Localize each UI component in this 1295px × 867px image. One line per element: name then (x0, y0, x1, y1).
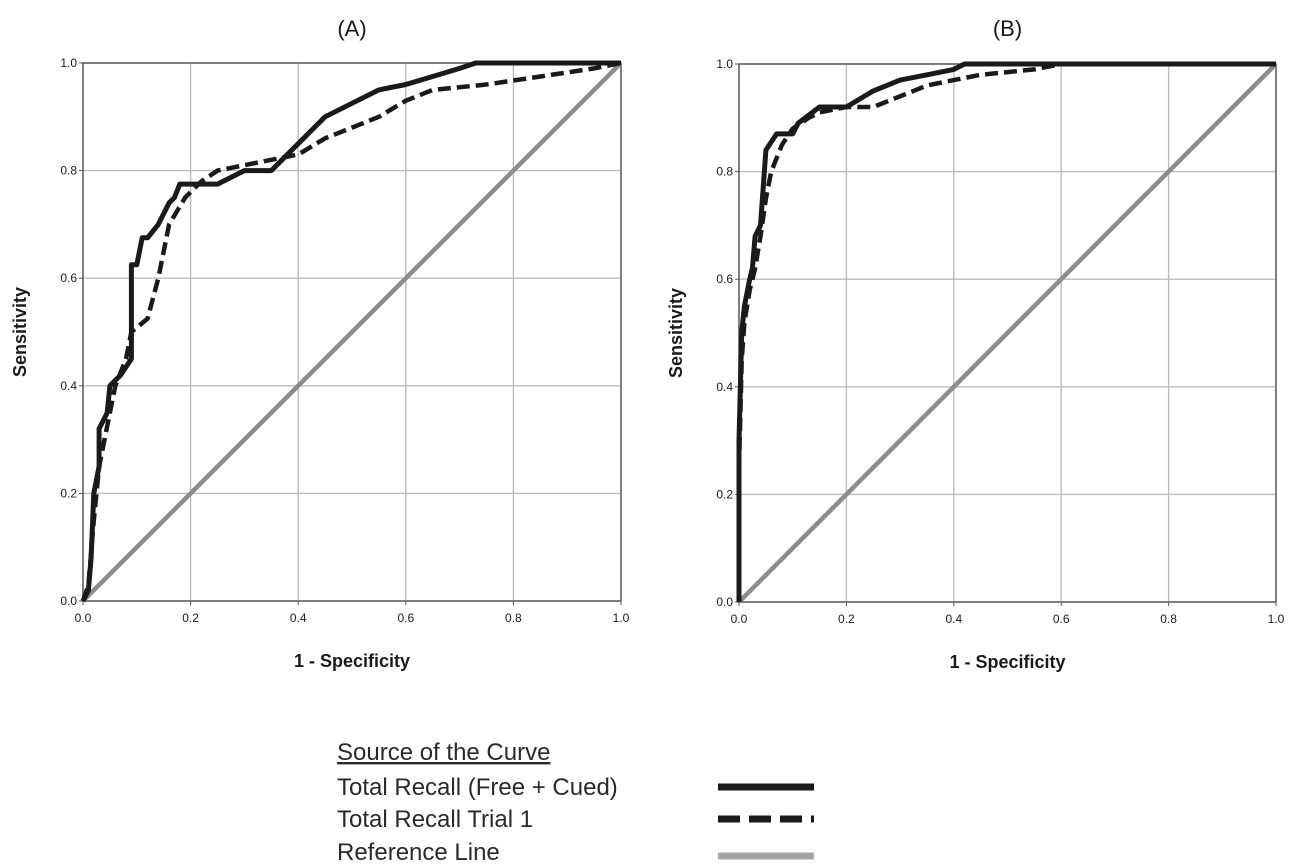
panel-title: (B) (993, 16, 1022, 41)
series-line-total-recall (80, 60, 621, 603)
y-tick-label: 0.6 (60, 271, 77, 285)
x-tick-label: 1.0 (1268, 612, 1285, 626)
x-tick-label: 0.0 (731, 612, 748, 626)
y-tick-label: 0.4 (60, 379, 77, 393)
x-tick-label: 0.2 (182, 611, 199, 625)
legend-label-reference: Reference Line (337, 839, 500, 866)
series-line-total-recall-trial-1 (736, 61, 1276, 602)
y-tick-label: 0.0 (60, 594, 77, 608)
x-tick-label: 0.6 (397, 611, 414, 625)
plot-frame (82, 62, 622, 602)
x-tick-label: 0.8 (1160, 612, 1177, 626)
x-tick-label: 0.6 (1053, 612, 1070, 626)
panel-title: (A) (337, 16, 366, 41)
y-tick-label: 0.8 (60, 164, 77, 178)
x-tick-label: 0.2 (838, 612, 855, 626)
y-tick-label: 0.0 (716, 595, 733, 609)
series-line-reference (81, 61, 623, 603)
legend-label-trial-1: Total Recall Trial 1 (337, 806, 533, 833)
legend-label-total-recall: Total Recall (Free + Cued) (337, 774, 618, 801)
y-tick-label: 0.6 (716, 272, 733, 286)
y-tick-label: 0.4 (716, 380, 733, 394)
x-tick-label: 0.8 (505, 611, 522, 625)
x-tick-label: 0.4 (290, 611, 307, 625)
y-tick-label: 1.0 (716, 57, 733, 71)
roc-panel-b: (B) 0.0 0.2 0.4 0.6 0.8 1.0 0.0 0.2 0.4 0.6 0.8 1.0 1… (666, 16, 1285, 672)
x-axis-label: 1 - Specificity (949, 652, 1065, 672)
y-tick-label: 0.8 (716, 165, 733, 179)
y-axis-label: Sensitivity (10, 287, 30, 377)
x-tick-label: 1.0 (613, 611, 630, 625)
y-tick-label: 1.0 (60, 56, 77, 70)
x-axis-label: 1 - Specificity (294, 651, 410, 671)
x-tick-label: 0.4 (945, 612, 962, 626)
legend: Source of the Curve Total Recall (Free +… (337, 739, 814, 866)
x-tick-label: 0.0 (75, 611, 92, 625)
series-line-total-recall-trial-1 (80, 60, 622, 602)
y-tick-label: 0.2 (716, 487, 733, 501)
series-line-reference (737, 62, 1278, 604)
legend-title: Source of the Curve (337, 739, 550, 766)
y-axis-label: Sensitivity (666, 288, 686, 378)
y-tick-label: 0.2 (60, 486, 77, 500)
roc-panel-a: (A) 0.0 0.2 0.4 0.6 0.8 1.0 0.0 0.2 0.4 0.6 0.8 1.0 1… (10, 16, 630, 671)
